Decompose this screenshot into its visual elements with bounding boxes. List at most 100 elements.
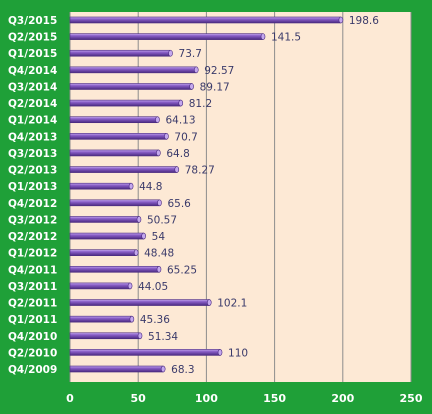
category-label: Q3/2011 <box>8 281 57 293</box>
bar-end-cap <box>160 365 166 373</box>
x-tick-label: 100 <box>195 392 218 405</box>
value-label: 64.13 <box>165 115 195 127</box>
bar <box>69 116 158 124</box>
bar-end-cap <box>193 66 199 74</box>
value-label: 81.2 <box>189 98 212 110</box>
x-tick-label: 50 <box>131 392 147 405</box>
bar-end-cap <box>174 166 180 173</box>
bar-end-cap <box>338 16 344 24</box>
value-label: 68.3 <box>171 364 194 376</box>
bar-end-cap <box>141 232 146 240</box>
category-label: Q2/2011 <box>8 298 57 310</box>
bar-end-cap <box>129 315 135 323</box>
category-labels: Q3/2015 Q2/2015 Q1/2015 Q4/2014 Q3/2014 Q2/20… <box>8 15 57 376</box>
x-tick-label: 250 <box>400 392 423 405</box>
value-label: 110 <box>228 347 248 359</box>
value-label: 51.34 <box>148 331 178 343</box>
category-label: Q3/2012 <box>8 214 57 226</box>
category-label: Q2/2010 <box>8 347 57 359</box>
bar <box>69 216 140 223</box>
category-label: Q4/2010 <box>8 331 57 343</box>
bar <box>69 182 132 190</box>
bar-end-cap <box>168 49 173 57</box>
bar <box>69 299 210 306</box>
bar <box>69 133 167 140</box>
bar-end-cap <box>156 149 161 157</box>
bar <box>69 66 197 74</box>
x-tick-label: 0 <box>66 392 74 405</box>
bar <box>69 282 131 290</box>
value-label: 73.7 <box>179 48 202 60</box>
bar <box>69 99 182 107</box>
bar-end-cap <box>128 182 134 190</box>
value-label: 92.57 <box>204 65 234 77</box>
value-label: 64.8 <box>166 148 189 160</box>
category-label: Q4/2013 <box>8 131 57 143</box>
category-label: Q1/2014 <box>8 115 57 127</box>
bar-end-cap <box>157 199 162 207</box>
bar <box>69 166 178 173</box>
bar-end-cap <box>260 33 266 40</box>
value-label: 44.8 <box>139 181 162 193</box>
bar-end-cap <box>137 332 143 340</box>
value-label: 44.05 <box>138 281 168 293</box>
x-axis-tick-labels: 0 50 100 150 200 250 <box>66 392 423 405</box>
category-label: Q2/2012 <box>8 231 57 243</box>
category-label: Q1/2015 <box>8 48 57 60</box>
bar-end-cap <box>178 99 184 107</box>
category-label: Q2/2015 <box>8 32 57 44</box>
bar-end-cap <box>189 83 194 90</box>
x-tick-label: 150 <box>263 392 286 405</box>
bar-end-cap <box>206 299 212 306</box>
bar <box>69 16 342 24</box>
bar-end-cap <box>127 282 133 290</box>
value-label: 102.1 <box>217 298 247 310</box>
value-label: 89.17 <box>200 81 230 93</box>
category-label: Q4/2009 <box>8 364 57 376</box>
value-label: 65.6 <box>167 198 191 210</box>
value-label: 70.7 <box>174 131 197 143</box>
bar-end-cap <box>217 349 223 356</box>
value-label: 54 <box>152 231 166 243</box>
bar-end-cap <box>133 249 139 256</box>
category-label: Q3/2014 <box>8 81 57 93</box>
category-label: Q1/2013 <box>8 181 57 193</box>
value-label: 50.57 <box>147 214 177 226</box>
value-label: 78.27 <box>185 165 215 177</box>
category-label: Q2/2013 <box>8 165 57 177</box>
bars <box>69 16 344 373</box>
bar <box>69 49 171 57</box>
bar <box>69 315 133 323</box>
category-label: Q3/2013 <box>8 148 57 160</box>
value-label: 45.36 <box>140 314 170 326</box>
category-label: Q4/2014 <box>8 65 57 77</box>
value-label: 65.25 <box>167 264 197 276</box>
bar <box>69 365 164 373</box>
bar-end-cap <box>156 265 162 273</box>
value-label: 141.5 <box>271 32 301 44</box>
value-label: 198.6 <box>349 15 379 27</box>
bar-end-cap <box>155 116 160 124</box>
category-label: Q3/2015 <box>8 15 57 27</box>
bar <box>69 199 160 207</box>
category-label: Q1/2011 <box>8 314 57 326</box>
bar <box>69 265 160 273</box>
category-label: Q1/2012 <box>8 248 57 260</box>
bar-end-cap <box>136 216 142 223</box>
bar-end-cap <box>164 133 169 140</box>
bar <box>69 249 137 256</box>
category-label: Q2/2014 <box>8 98 57 110</box>
bar <box>69 349 221 356</box>
bar <box>69 232 144 240</box>
bar <box>69 33 264 40</box>
x-tick-label: 200 <box>331 392 354 405</box>
value-labels: 198.6 141.5 73.792.57 89.17 81.2 64.13 70.7 64.… <box>138 15 379 376</box>
value-label: 48.48 <box>144 248 174 260</box>
bar <box>69 149 159 157</box>
bar <box>69 332 141 340</box>
category-label: Q4/2011 <box>8 264 57 276</box>
bar <box>69 83 192 90</box>
category-label: Q4/2012 <box>8 198 57 210</box>
